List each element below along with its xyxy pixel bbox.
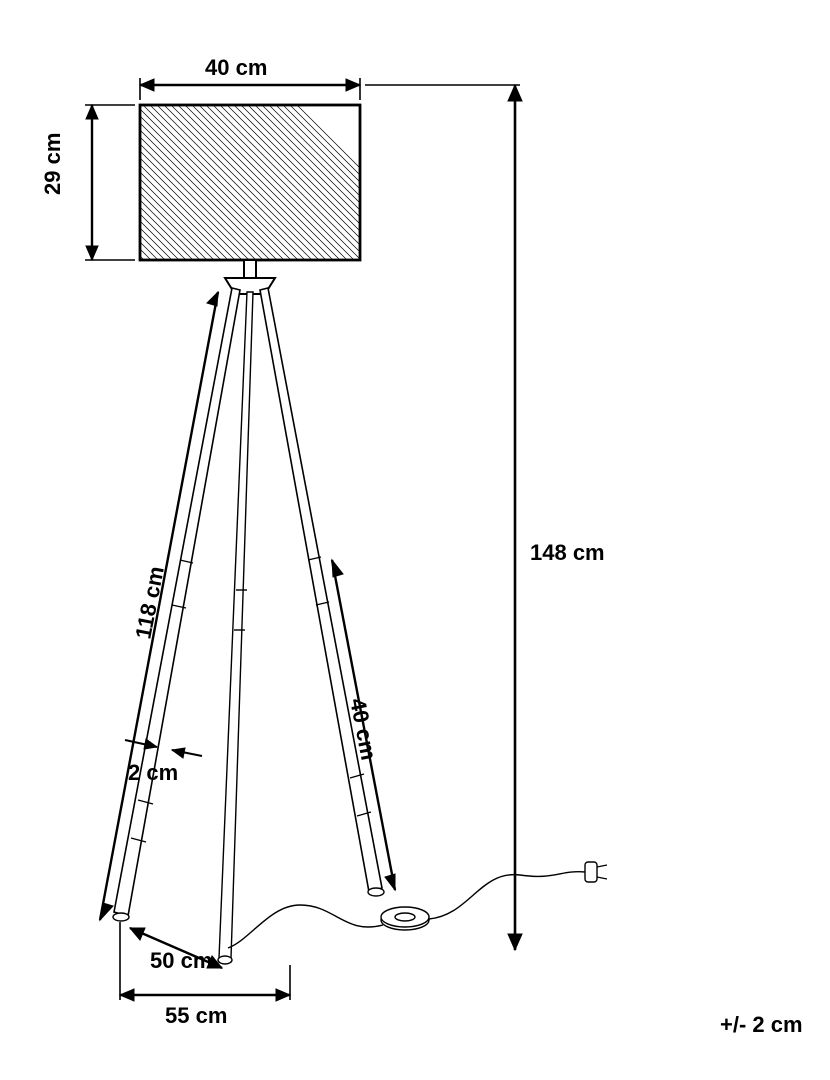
dim-total-height: [365, 85, 522, 950]
label-leg-thick: 2 cm: [128, 760, 178, 785]
label-depth: 50 cm: [150, 948, 212, 973]
dimension-diagram: 40 cm 29 cm 148 cm 118 cm 40 cm 2 cm 50 …: [0, 0, 830, 1080]
power-cord: [228, 862, 607, 948]
plug-icon: [585, 862, 607, 882]
label-base-width: 55 cm: [165, 1003, 227, 1028]
label-shade-height: 29 cm: [40, 133, 65, 195]
label-width-top: 40 cm: [205, 55, 267, 80]
dim-leg-thickness: [125, 739, 202, 758]
tolerance-note: +/- 2 cm: [720, 1012, 803, 1038]
dim-width-top: [140, 78, 360, 100]
label-total-height: 148 cm: [530, 540, 605, 565]
foot-switch-icon: [381, 907, 429, 930]
diagram-svg: 40 cm 29 cm 148 cm 118 cm 40 cm 2 cm 50 …: [0, 0, 830, 1080]
label-leg-length: 118 cm: [130, 564, 169, 641]
dim-shade-height: [85, 105, 135, 260]
